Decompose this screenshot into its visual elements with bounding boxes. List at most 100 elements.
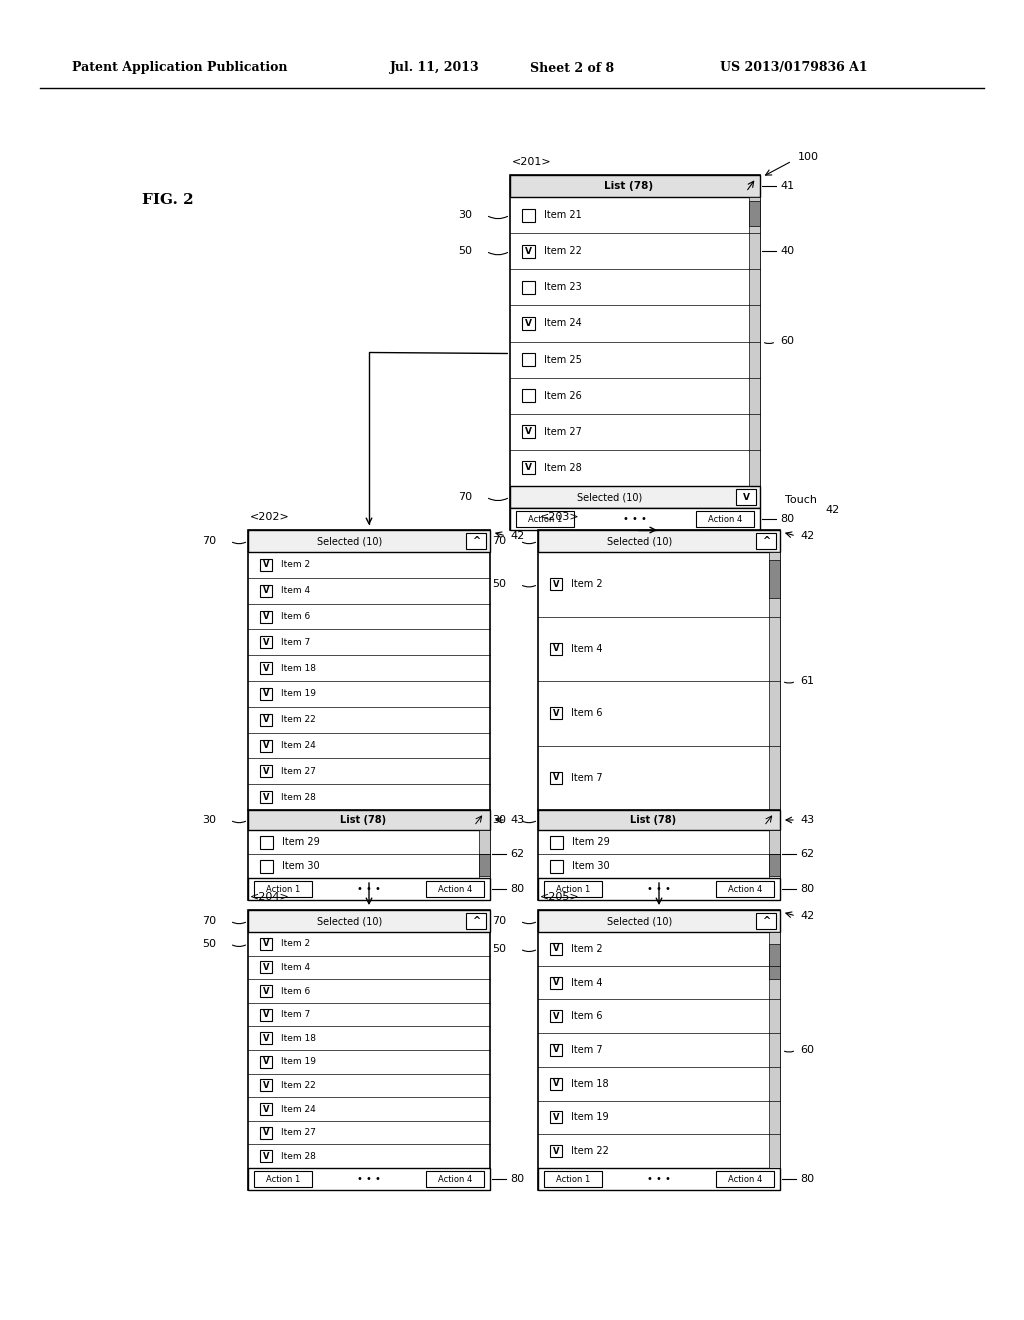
- Bar: [538, 909, 780, 932]
- Text: 41: 41: [780, 181, 795, 191]
- Text: 42: 42: [800, 911, 814, 921]
- Bar: [466, 913, 486, 929]
- Text: 70: 70: [492, 916, 506, 927]
- Text: • • •: • • •: [647, 884, 671, 894]
- Bar: [538, 878, 780, 900]
- Text: Action 1: Action 1: [266, 1175, 300, 1184]
- Text: Item 22: Item 22: [281, 715, 315, 725]
- Bar: [716, 1171, 774, 1187]
- Text: US 2013/0179836 A1: US 2013/0179836 A1: [720, 62, 867, 74]
- Bar: [426, 880, 484, 898]
- Text: Item 22: Item 22: [571, 1146, 609, 1156]
- Text: Sheet 2 of 8: Sheet 2 of 8: [530, 62, 614, 74]
- Text: Item 7: Item 7: [571, 772, 603, 783]
- Bar: [749, 201, 760, 226]
- Bar: [521, 244, 535, 257]
- Text: Action 4: Action 4: [728, 1175, 762, 1184]
- Text: Item 7: Item 7: [571, 1045, 603, 1055]
- Bar: [550, 977, 562, 989]
- Text: Item 23: Item 23: [544, 282, 582, 292]
- Text: 30: 30: [458, 210, 472, 220]
- Text: Item 6: Item 6: [571, 1011, 602, 1022]
- Text: • • •: • • •: [357, 1173, 381, 1184]
- Text: Item 19: Item 19: [281, 689, 316, 698]
- Bar: [254, 1171, 312, 1187]
- Text: Item 2: Item 2: [571, 944, 603, 954]
- Text: V: V: [524, 428, 531, 437]
- Text: Item 30: Item 30: [572, 861, 609, 871]
- Text: 40: 40: [780, 247, 795, 256]
- Text: Item 2: Item 2: [281, 561, 310, 569]
- Bar: [479, 854, 490, 875]
- Bar: [510, 176, 760, 531]
- Bar: [550, 1077, 562, 1090]
- Text: Item 2: Item 2: [281, 940, 310, 948]
- Bar: [479, 830, 490, 878]
- Bar: [260, 610, 272, 623]
- Bar: [260, 688, 272, 700]
- Text: V: V: [553, 1113, 559, 1122]
- Text: V: V: [263, 689, 269, 698]
- Bar: [260, 791, 272, 803]
- Text: V: V: [553, 1147, 559, 1155]
- Text: Item 7: Item 7: [281, 1010, 310, 1019]
- Text: List (78): List (78): [604, 181, 653, 191]
- Bar: [260, 1080, 272, 1092]
- Text: Action 4: Action 4: [438, 1175, 472, 1184]
- Bar: [248, 1168, 490, 1191]
- Bar: [538, 909, 780, 1191]
- Text: Patent Application Publication: Patent Application Publication: [72, 62, 288, 74]
- Text: Item 4: Item 4: [281, 586, 310, 595]
- Text: Selected (10): Selected (10): [317, 536, 382, 546]
- Bar: [521, 209, 535, 222]
- Text: ^: ^: [472, 916, 480, 927]
- Bar: [260, 585, 272, 597]
- Bar: [260, 1104, 272, 1115]
- Text: Item 26: Item 26: [544, 391, 582, 401]
- Text: 50: 50: [458, 247, 472, 256]
- Text: V: V: [742, 492, 750, 502]
- Text: 80: 80: [780, 513, 795, 524]
- Text: Action 1: Action 1: [556, 884, 590, 894]
- Text: <203>: <203>: [540, 512, 580, 521]
- Bar: [769, 560, 780, 598]
- Text: V: V: [263, 586, 269, 595]
- Text: 42: 42: [510, 531, 524, 541]
- Text: V: V: [553, 1080, 559, 1088]
- Bar: [544, 1171, 602, 1187]
- Text: 80: 80: [510, 884, 524, 894]
- Bar: [259, 859, 272, 873]
- Bar: [769, 552, 780, 810]
- Text: 62: 62: [800, 849, 814, 859]
- Text: V: V: [263, 940, 269, 948]
- Text: V: V: [553, 978, 559, 987]
- Text: 50: 50: [492, 944, 506, 954]
- Text: Action 1: Action 1: [266, 884, 300, 894]
- Text: Item 28: Item 28: [544, 463, 582, 473]
- Text: 60: 60: [780, 337, 794, 346]
- Bar: [521, 352, 535, 366]
- Bar: [426, 1171, 484, 1187]
- Bar: [260, 1150, 272, 1162]
- Text: Action 4: Action 4: [438, 884, 472, 894]
- Text: 60: 60: [800, 1045, 814, 1055]
- Text: Action 1: Action 1: [528, 515, 562, 524]
- Text: Item 6: Item 6: [281, 986, 310, 995]
- Text: Selected (10): Selected (10): [607, 916, 673, 927]
- Bar: [260, 636, 272, 648]
- Text: 70: 70: [492, 536, 506, 546]
- Bar: [756, 913, 776, 929]
- Text: V: V: [263, 638, 269, 647]
- Text: 30: 30: [492, 814, 506, 825]
- Bar: [550, 708, 562, 719]
- Text: V: V: [524, 319, 531, 327]
- Bar: [248, 909, 490, 932]
- Text: V: V: [263, 561, 269, 569]
- Bar: [696, 511, 754, 527]
- Bar: [538, 1168, 780, 1191]
- Bar: [538, 531, 780, 900]
- Bar: [254, 880, 312, 898]
- Text: Item 19: Item 19: [281, 1057, 316, 1067]
- Text: V: V: [263, 1010, 269, 1019]
- Text: V: V: [524, 247, 531, 256]
